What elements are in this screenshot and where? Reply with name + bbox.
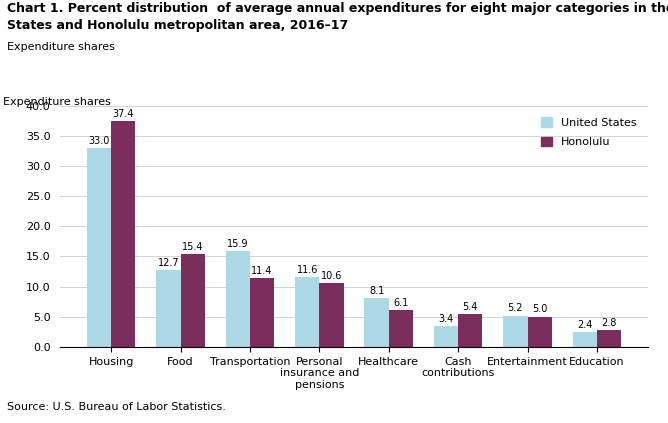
Text: 37.4: 37.4 [112, 109, 134, 119]
Text: Expenditure shares: Expenditure shares [3, 97, 111, 107]
Bar [528, 317, 552, 347]
Bar [458, 314, 482, 347]
Text: 5.4: 5.4 [463, 302, 478, 312]
Text: 2.4: 2.4 [577, 320, 593, 330]
Text: 5.0: 5.0 [532, 304, 547, 314]
Bar [111, 121, 136, 347]
Bar [597, 330, 621, 347]
Text: 5.2: 5.2 [508, 303, 523, 313]
Text: 2.8: 2.8 [601, 318, 617, 327]
Bar [295, 277, 319, 347]
Text: Source: U.S. Bureau of Labor Statistics.: Source: U.S. Bureau of Labor Statistics. [7, 402, 226, 412]
Text: 3.4: 3.4 [438, 314, 454, 324]
Text: 6.1: 6.1 [393, 298, 409, 308]
Text: Chart 1. Percent distribution  of average annual expenditures for eight major ca: Chart 1. Percent distribution of average… [7, 2, 668, 15]
Legend: United States, Honolulu: United States, Honolulu [536, 111, 643, 153]
Text: 12.7: 12.7 [158, 258, 179, 268]
Bar [226, 251, 250, 347]
Text: 15.9: 15.9 [227, 239, 248, 249]
Text: 10.6: 10.6 [321, 271, 342, 280]
Bar [434, 327, 458, 347]
Bar [572, 332, 597, 347]
Text: 11.4: 11.4 [251, 266, 273, 276]
Bar [319, 283, 343, 347]
Text: 15.4: 15.4 [182, 242, 204, 252]
Bar [389, 310, 413, 347]
Text: Expenditure shares: Expenditure shares [7, 42, 114, 52]
Text: 8.1: 8.1 [369, 286, 384, 296]
Bar [365, 298, 389, 347]
Bar [250, 278, 275, 347]
Text: States and Honolulu metropolitan area, 2016–17: States and Honolulu metropolitan area, 2… [7, 19, 348, 32]
Text: 33.0: 33.0 [88, 135, 110, 146]
Bar [156, 270, 180, 347]
Text: 11.6: 11.6 [297, 264, 318, 275]
Bar [180, 254, 205, 347]
Bar [503, 316, 528, 347]
Bar [87, 148, 111, 347]
